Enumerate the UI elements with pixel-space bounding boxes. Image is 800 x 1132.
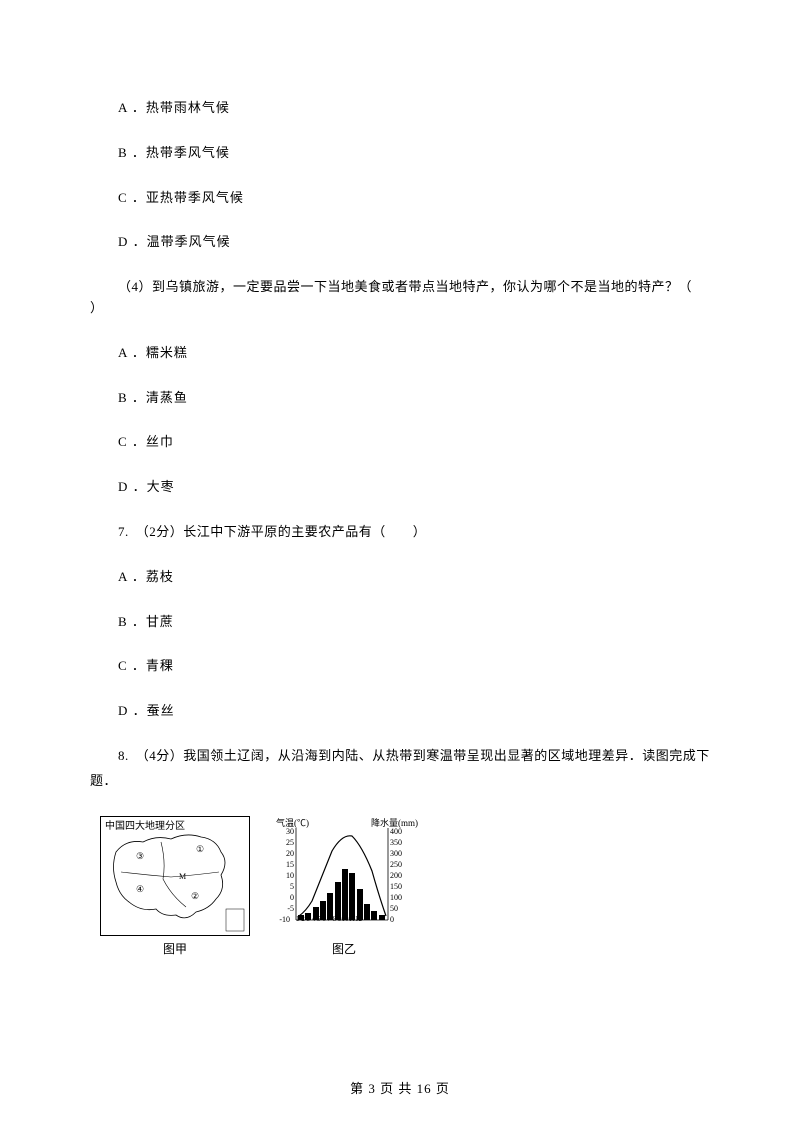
question-7: 7. （2分）长江中下游平原的主要农产品有（ ） xyxy=(90,522,710,543)
figure-map: 中国四大地理分区 ① ② ③ ④ M 图甲 xyxy=(100,816,250,959)
question-8-line2: 题． xyxy=(90,771,710,792)
option-b-1: B ．热带季风气候 xyxy=(90,143,710,164)
xtick: 1 2 3 4 5 6 7 8 9101112 xyxy=(296,914,362,925)
map-caption: 图甲 xyxy=(163,940,187,959)
chart-caption: 图乙 xyxy=(332,940,356,959)
figures-container: 中国四大地理分区 ① ② ③ ④ M 图甲 气温(℃) 降水量(mm) xyxy=(100,816,710,959)
sub-q4-close: ） xyxy=(90,300,104,315)
marker-m: M xyxy=(179,872,186,881)
option-c-2: C ．丝巾 xyxy=(90,432,710,453)
region-4-label: ④ xyxy=(136,884,144,894)
region-3-label: ③ xyxy=(136,851,144,861)
option-b-3: B ．甘蔗 xyxy=(90,612,710,633)
option-d-2: D ．大枣 xyxy=(90,477,710,498)
climate-chart: 气温(℃) 降水量(mm) 30 25 20 15 10 5 0 -5 -10 … xyxy=(274,816,414,936)
option-d-1: D ．温带季风气候 xyxy=(90,232,710,253)
option-d-3: D ．蚕丝 xyxy=(90,701,710,722)
precip-bar-12 xyxy=(379,915,385,919)
precip-bar-8 xyxy=(349,873,355,919)
figure-chart: 气温(℃) 降水量(mm) 30 25 20 15 10 5 0 -5 -10 … xyxy=(274,816,414,959)
option-a-2: A ．糯米糕 xyxy=(90,343,710,364)
precip-bar-10 xyxy=(364,904,370,919)
region-2-label: ② xyxy=(191,891,199,901)
sub-q4-text: （4）到乌镇旅游，一定要品尝一下当地美食或者带点当地特产，你认为哪个不是当地的特… xyxy=(90,279,706,294)
option-a-1: A ．热带雨林气候 xyxy=(90,98,710,119)
q8-text: 8. （4分）我国领土辽阔，从沿海到内陆、从热带到寒温带呈现出显著的区域地理差异… xyxy=(90,748,710,763)
region-1-label: ① xyxy=(196,844,204,854)
sub-question-4: （4）到乌镇旅游，一定要品尝一下当地美食或者带点当地特产，你认为哪个不是当地的特… xyxy=(90,277,710,319)
option-a-3: A ．荔枝 xyxy=(90,567,710,588)
yrtick-0: 0 xyxy=(390,914,410,927)
option-b-2: B ．清蒸鱼 xyxy=(90,388,710,409)
option-c-1: C ．亚热带季风气候 xyxy=(90,188,710,209)
ytick-n10: -10 xyxy=(274,914,290,927)
option-c-3: C ．青稞 xyxy=(90,656,710,677)
precip-bar-7 xyxy=(342,869,348,920)
map-canvas: 中国四大地理分区 ① ② ③ ④ M xyxy=(100,816,250,936)
page-footer: 第 3 页 共 16 页 xyxy=(0,1079,800,1100)
map-svg: ① ② ③ ④ M xyxy=(101,817,251,937)
question-8: 8. （4分）我国领土辽阔，从沿海到内陆、从热带到寒温带呈现出显著的区域地理差异… xyxy=(90,746,710,767)
precip-bar-11 xyxy=(371,911,377,920)
